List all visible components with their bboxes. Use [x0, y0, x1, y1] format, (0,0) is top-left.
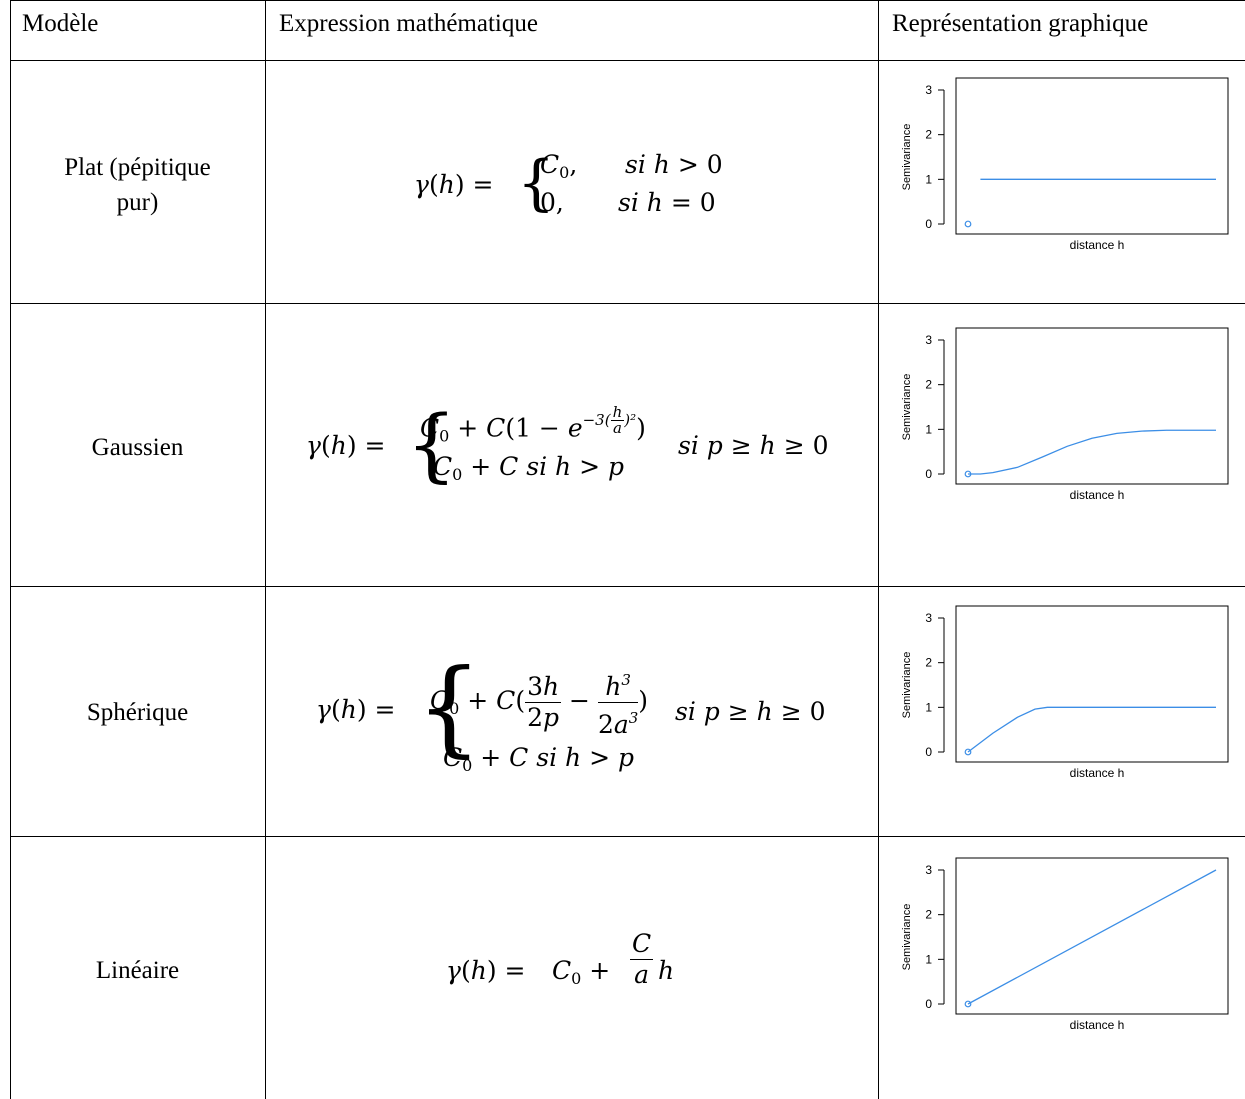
column-divider-2 [878, 0, 879, 1099]
row-divider-2 [10, 586, 1245, 587]
header-row-divider [10, 60, 1245, 61]
table-border-top [10, 0, 1245, 1]
x-axis-label: distance h [1070, 766, 1125, 780]
y-tick-label: 0 [925, 467, 932, 481]
y-tick-label: 0 [925, 217, 932, 231]
row-divider-3 [10, 836, 1245, 837]
y-tick-label: 2 [925, 656, 932, 670]
model-name-lineaire: Linéaire [95, 957, 180, 984]
series-line [967, 869, 1217, 1005]
series-line [968, 429, 1216, 475]
plot-spherique-svg: 0 1 2 3 Semivariance distance h [901, 605, 1229, 780]
model-name-spherique: Sphérique [86, 699, 189, 726]
plot-frame [955, 327, 1229, 485]
y-axis-label: Semivariance [901, 374, 913, 441]
y-tick-label: 1 [925, 172, 932, 186]
data-point [964, 220, 972, 228]
formula-gaussien: γ(h) = { C0 + C(1 − e−3(h a)²) si p ≥ h ≥… [306, 398, 829, 491]
y-tick-label: 3 [925, 333, 932, 347]
y-tick-label: 0 [925, 745, 932, 759]
y-axis-label: Semivariance [901, 904, 913, 971]
x-axis-label: distance h [1070, 488, 1125, 502]
y-tick-label: 1 [925, 952, 932, 966]
plot-gaussien: 0 1 2 3 Semivariance distance h [884, 322, 1234, 517]
y-tick-label: 3 [925, 863, 932, 877]
x-axis-label: distance h [1070, 1018, 1125, 1032]
formula-spherique: γ(h) = { C0 + C(3h 2p − h3 2a3) si p ≥ h ≥… [316, 646, 826, 775]
column-divider-1 [265, 0, 266, 1099]
model-name-gaussien: Gaussien [91, 434, 184, 461]
formula-plat: γ(h) = { C0, si h > 0 0, si h = 0 [414, 148, 723, 218]
header-model: Modèle [22, 10, 99, 37]
plot-lineaire-svg: 0 1 2 3 Semivariance distance h [901, 857, 1229, 1032]
y-tick-label: 1 [925, 700, 932, 714]
plot-lineaire: 0 1 2 3 Semivariance distance h [884, 852, 1234, 1047]
model-name-plat-line1: Plat (pépitique [64, 154, 211, 181]
model-name-plat: Plat (pépitique pur) [10, 150, 265, 220]
y-tick-label: 3 [925, 611, 932, 625]
plot-spherique: 0 1 2 3 Semivariance distance h [884, 600, 1234, 795]
plot-plat-svg: 0 1 2 3 Semivariance distance h [901, 77, 1229, 252]
x-axis-label: distance h [1070, 238, 1125, 252]
plot-plat: 0 1 2 3 Semivariance distance h [884, 72, 1234, 267]
header-graph: Représentation graphique [892, 10, 1149, 37]
header-expression: Expression mathématique [279, 10, 538, 37]
y-tick-label: 0 [925, 997, 932, 1011]
plot-gaussien-svg: 0 1 2 3 Semivariance distance h [901, 327, 1229, 502]
row-divider-1 [10, 303, 1245, 304]
y-tick-label: 2 [925, 378, 932, 392]
y-tick-label: 3 [925, 83, 932, 97]
plot-frame [955, 605, 1229, 763]
series-line [967, 706, 1216, 753]
y-tick-label: 2 [925, 908, 932, 922]
table-border-left [10, 0, 11, 1099]
plot-frame [955, 77, 1229, 235]
plot-frame [955, 857, 1229, 1015]
model-name-plat-line2: pur) [116, 189, 159, 216]
y-axis-label: Semivariance [901, 124, 913, 191]
y-tick-label: 1 [925, 422, 932, 436]
y-tick-label: 2 [925, 128, 932, 142]
y-axis-label: Semivariance [901, 652, 913, 719]
